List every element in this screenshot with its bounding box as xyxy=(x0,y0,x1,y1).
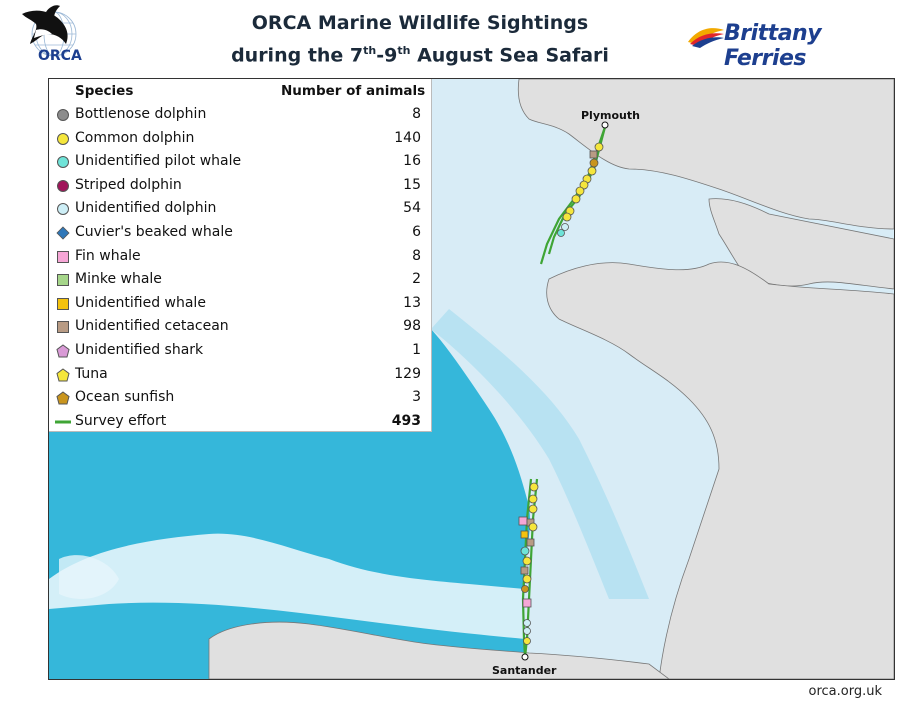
legend-item: Ocean sunfish 3 xyxy=(49,387,431,410)
santander-port-marker xyxy=(521,653,529,661)
orca-logo-text: ORCA xyxy=(38,48,82,64)
santander-label: Santander xyxy=(492,664,557,677)
brittany-ferries-logo xyxy=(686,18,896,54)
legend-item-label: Unidentified shark xyxy=(75,342,204,358)
legend-item-count: 8 xyxy=(412,247,421,264)
spanish-shelf-patch xyxy=(49,533,525,639)
page-title: ORCA Marine Wildlife Sightings during th… xyxy=(200,10,640,69)
spain-land xyxy=(208,621,670,679)
legend-item-label: Unidentified dolphin xyxy=(75,200,217,217)
legend-symbol-line-icon xyxy=(55,414,71,430)
shelf-slope xyxy=(431,309,649,599)
legend-symbol-square-icon xyxy=(55,319,71,335)
legend-symbol-square-icon xyxy=(55,249,71,265)
legend-item: Tuna 129 xyxy=(49,364,431,387)
legend-symbol-circle-icon xyxy=(55,201,71,217)
legend-item-label: Fin whale xyxy=(75,247,141,264)
normandy-land xyxy=(708,198,894,290)
legend-item: Minke whale 2 xyxy=(49,269,431,292)
legend-item: Unidentified pilot whale 16 xyxy=(49,151,431,174)
legend-item: Unidentified shark 1 xyxy=(49,340,431,363)
legend-species-header: Species xyxy=(75,83,134,99)
legend-symbol-diamond-icon xyxy=(55,225,71,241)
legend-symbol-circle-icon xyxy=(55,107,71,123)
legend-item-count: 1 xyxy=(412,342,421,358)
legend-item-count: 98 xyxy=(403,318,421,335)
legend-item-label: Minke whale xyxy=(75,271,162,288)
legend-item: Striped dolphin 15 xyxy=(49,175,431,198)
title-line-2: during the 7th-9th August Sea Safari xyxy=(231,44,609,67)
legend-item-label: Cuvier's beaked whale xyxy=(75,224,233,240)
legend-item-count: 129 xyxy=(394,365,421,382)
legend-symbol-pentagon-icon xyxy=(55,367,71,383)
legend-symbol-circle-icon xyxy=(55,154,71,170)
legend-item: Fin whale 8 xyxy=(49,246,431,269)
legend-item-count: 2 xyxy=(412,271,421,288)
legend-count-header: Number of animals xyxy=(281,83,426,99)
legend-item-label: Bottlenose dolphin xyxy=(75,106,207,122)
legend-item-count: 54 xyxy=(403,200,421,217)
brittany-ferries-text: Brittany Ferries xyxy=(724,21,822,71)
legend-symbol-circle-icon xyxy=(55,178,71,194)
legend-item-count: 140 xyxy=(394,129,421,146)
west-shelf-patch xyxy=(59,555,119,599)
legend-item: Common dolphin 140 xyxy=(49,128,431,151)
legend-item-count: 6 xyxy=(412,224,421,240)
legend-item-count: 493 xyxy=(391,412,421,429)
legend-item-count: 3 xyxy=(412,389,421,406)
legend-item-count: 8 xyxy=(412,106,421,122)
legend-item-label: Tuna xyxy=(75,365,108,382)
legend-item-label: Unidentified pilot whale xyxy=(75,153,242,170)
legend-item-count: 13 xyxy=(403,294,421,311)
legend-item-label: Common dolphin xyxy=(75,129,195,146)
legend-item-label: Survey effort xyxy=(75,412,167,429)
legend-symbol-circle-icon xyxy=(55,131,71,147)
legend-item-label: Unidentified cetacean xyxy=(75,318,229,335)
legend-item-count: 15 xyxy=(403,176,421,193)
orca-logo: ORCA xyxy=(16,4,86,70)
legend-item-count: 16 xyxy=(403,153,421,170)
legend-item-label: Striped dolphin xyxy=(75,176,182,193)
legend-item: Unidentified dolphin 54 xyxy=(49,198,431,221)
plymouth-label: Plymouth xyxy=(581,109,640,122)
map-legend: Species Number of animals Bottlenose dol… xyxy=(49,79,432,432)
legend-item: Unidentified cetacean 98 xyxy=(49,316,431,339)
sightings-plymouth-route xyxy=(557,142,604,237)
legend-item: Survey effort 493 xyxy=(49,411,431,434)
france-land xyxy=(546,261,894,679)
sightings-santander-route xyxy=(518,482,539,645)
legend-symbol-pentagon-icon xyxy=(55,343,71,359)
plymouth-port-marker xyxy=(601,121,609,129)
legend-symbol-pentagon-icon xyxy=(55,390,71,406)
legend-symbol-square-icon xyxy=(55,272,71,288)
title-line-1: ORCA Marine Wildlife Sightings xyxy=(251,12,589,34)
sightings-map: Plymouth Santander Species Number of ani… xyxy=(48,78,895,680)
uk-land xyxy=(517,79,894,230)
legend-item-label: Unidentified whale xyxy=(75,294,206,311)
legend-item: Unidentified whale 13 xyxy=(49,293,431,316)
website-url: orca.org.uk xyxy=(808,684,882,699)
legend-symbol-square-icon xyxy=(55,296,71,312)
legend-item-label: Ocean sunfish xyxy=(75,389,175,406)
legend-item: Cuvier's beaked whale 6 xyxy=(49,222,431,245)
legend-item: Bottlenose dolphin 8 xyxy=(49,104,431,127)
